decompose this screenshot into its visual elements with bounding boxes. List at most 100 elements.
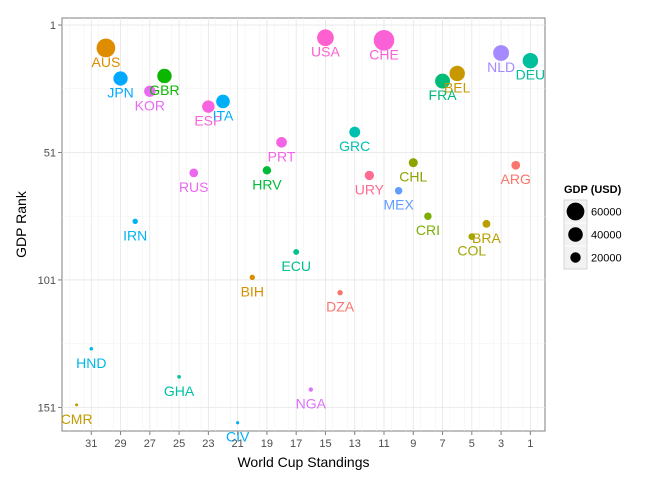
x-tick-label: 7 xyxy=(439,438,445,450)
legend: GDP (USD) 60000 40000 20000 xyxy=(563,184,622,270)
point-label-fra: FRA xyxy=(429,87,458,103)
data-point-mex xyxy=(394,186,403,195)
point-label-che: CHE xyxy=(369,46,399,62)
data-point-che xyxy=(373,30,395,51)
data-point-chl xyxy=(408,158,418,168)
data-point-usa xyxy=(317,29,334,47)
data-point-aus xyxy=(96,38,116,58)
data-point-jpn xyxy=(113,71,128,86)
point-label-nld: NLD xyxy=(487,59,515,75)
data-point-civ xyxy=(236,421,240,425)
x-tick-label: 9 xyxy=(410,438,416,450)
point-label-civ: CIV xyxy=(226,429,250,445)
point-label-nga: NGA xyxy=(296,396,327,412)
point-label-aus: AUS xyxy=(92,54,121,70)
x-tick-label: 5 xyxy=(469,438,475,450)
point-label-arg: ARG xyxy=(501,171,531,187)
point-label-rus: RUS xyxy=(179,179,209,195)
data-point-bra xyxy=(482,219,491,228)
data-point-col xyxy=(468,233,476,240)
x-tick-label: 29 xyxy=(114,438,126,450)
y-tick-label: 51 xyxy=(44,147,56,159)
point-label-bel: BEL xyxy=(444,79,471,95)
point-label-kor: KOR xyxy=(135,97,165,113)
x-tick-label: 11 xyxy=(378,438,389,450)
data-point-grc xyxy=(349,126,361,138)
point-label-esp: ESP xyxy=(194,113,222,129)
data-point-arg xyxy=(511,160,521,170)
data-point-nld xyxy=(493,45,510,62)
point-label-dza: DZA xyxy=(326,299,355,315)
y-tick-label: 101 xyxy=(38,275,56,287)
data-point-hnd xyxy=(89,346,94,351)
point-label-usa: USA xyxy=(311,44,340,60)
x-axis-title: World Cup Standings xyxy=(237,454,369,470)
point-label-chl: CHL xyxy=(399,169,427,185)
legend-key-circle xyxy=(568,227,583,242)
y-tick-label: 151 xyxy=(38,402,56,414)
x-tick-label: 1 xyxy=(527,438,533,450)
grid xyxy=(62,18,545,431)
point-label-cri: CRI xyxy=(416,222,440,238)
point-label-col: COL xyxy=(457,243,486,259)
x-tick-label: 27 xyxy=(144,438,156,450)
data-point-ecu xyxy=(293,248,300,255)
data-point-deu xyxy=(522,52,539,69)
data-point-ita xyxy=(216,94,230,109)
point-label-grc: GRC xyxy=(339,138,370,154)
data-point-cmr xyxy=(75,403,79,407)
x-tick-label: 21 xyxy=(232,438,244,450)
data-point-bel xyxy=(449,65,465,82)
x-tick-label: 31 xyxy=(85,438,97,450)
point-label-ury: URY xyxy=(355,181,385,197)
data-point-irn xyxy=(132,218,138,225)
x-tick-label: 13 xyxy=(349,438,361,450)
legend-title: GDP (USD) xyxy=(564,184,622,196)
x-tick-label: 25 xyxy=(173,438,185,450)
data-point-bih xyxy=(249,274,255,281)
point-label-prt: PRT xyxy=(268,148,296,164)
data-point-gbr xyxy=(157,68,172,84)
x-tick-label: 19 xyxy=(261,438,273,450)
data-point-cri xyxy=(424,212,432,220)
x-tick-label: 17 xyxy=(290,438,302,450)
data-point-ury xyxy=(364,170,375,181)
data-point-gha xyxy=(177,375,181,379)
point-label-ecu: ECU xyxy=(281,258,311,274)
axes: World Cup Standings GDP Rank 31 29 27 25 23 2… xyxy=(13,20,533,470)
point-label-bih: BIH xyxy=(241,283,264,299)
points xyxy=(75,29,539,425)
legend-label: 60000 xyxy=(591,207,622,219)
point-label-hrv: HRV xyxy=(252,176,282,192)
point-label-hnd: HND xyxy=(76,355,106,371)
data-point-esp xyxy=(202,100,215,113)
legend-label: 20000 xyxy=(591,253,622,265)
data-point-fra xyxy=(435,73,451,89)
legend-key-circle xyxy=(570,252,581,263)
data-point-nga xyxy=(308,387,313,392)
legend-key-frame xyxy=(563,199,588,270)
point-label-bra: BRA xyxy=(472,230,501,246)
x-tick-label: 3 xyxy=(498,438,504,450)
point-label-cmr: CMR xyxy=(61,411,93,427)
point-label-irn: IRN xyxy=(123,227,147,243)
x-tick-label: 23 xyxy=(202,438,214,450)
point-label-ita: ITA xyxy=(213,107,234,123)
y-axis-title: GDP Rank xyxy=(13,190,29,258)
legend-label: 40000 xyxy=(591,230,622,242)
data-point-prt xyxy=(276,136,287,148)
point-label-mex: MEX xyxy=(383,197,414,213)
data-point-kor xyxy=(144,85,156,97)
y-tick-label: 1 xyxy=(50,20,56,32)
point-label-jpn: JPN xyxy=(107,85,133,101)
data-point-dza xyxy=(337,289,343,296)
point-label-gbr: GBR xyxy=(149,82,179,98)
data-point-rus xyxy=(189,168,199,178)
data-point-hrv xyxy=(262,166,272,175)
point-label-gha: GHA xyxy=(164,383,195,399)
point-label-deu: DEU xyxy=(516,67,546,83)
x-tick-label: 15 xyxy=(319,438,331,450)
